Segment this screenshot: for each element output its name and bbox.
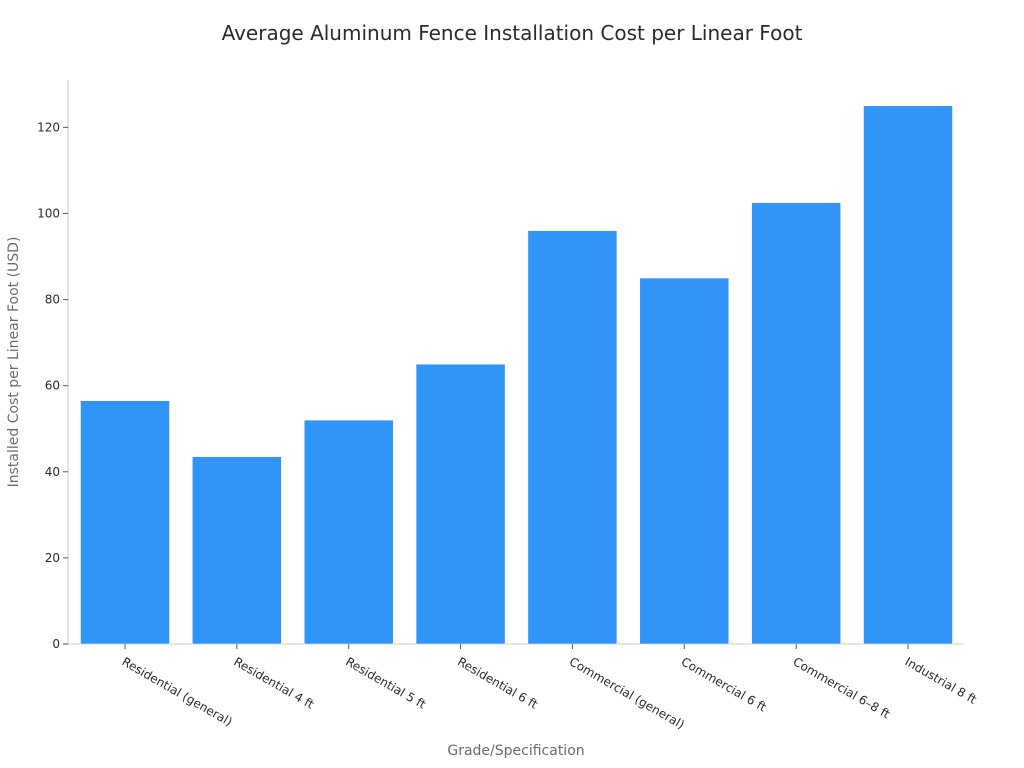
- y-tick-label: 0: [52, 637, 60, 651]
- x-axis-label: Grade/Specification: [447, 743, 584, 759]
- x-tick-label: Commercial 6–8 ft: [791, 654, 893, 721]
- x-tick-label: Commercial 6 ft: [679, 654, 769, 714]
- bar: [80, 400, 170, 645]
- x-axis: Residential (general)Residential 4 ft Res…: [68, 643, 980, 732]
- bar: [527, 230, 618, 645]
- y-tick-label: 40: [45, 465, 60, 479]
- x-tick-label: Industrial 8 ft: [903, 654, 980, 706]
- bar: [751, 202, 841, 645]
- y-tick-label: 60: [45, 379, 60, 393]
- bar: [639, 277, 730, 645]
- chart-title: Average Aluminum Fence Installation Cost…: [222, 21, 803, 45]
- bars: [80, 105, 953, 645]
- x-tick-label: Commercial (general): [567, 654, 687, 731]
- y-tick-label: 120: [37, 120, 60, 134]
- y-tick-label: 80: [45, 293, 60, 307]
- x-tick-label: Residential (general): [120, 654, 235, 729]
- x-tick-label: Residential 6 ft: [455, 654, 540, 711]
- bar: [415, 363, 506, 645]
- bar: [863, 105, 953, 645]
- bar: [303, 419, 394, 645]
- x-tick-label: Residential 4 ft: [231, 654, 316, 711]
- x-tick-label: Residential 5 ft: [343, 654, 428, 711]
- y-tick-label: 20: [45, 551, 60, 565]
- y-axis: 0 20 40 60 80 100 120: [37, 80, 69, 651]
- y-axis-label: Installed Cost per Linear Foot (USD): [6, 237, 22, 488]
- bar: [192, 456, 282, 645]
- y-tick-label: 100: [37, 206, 60, 220]
